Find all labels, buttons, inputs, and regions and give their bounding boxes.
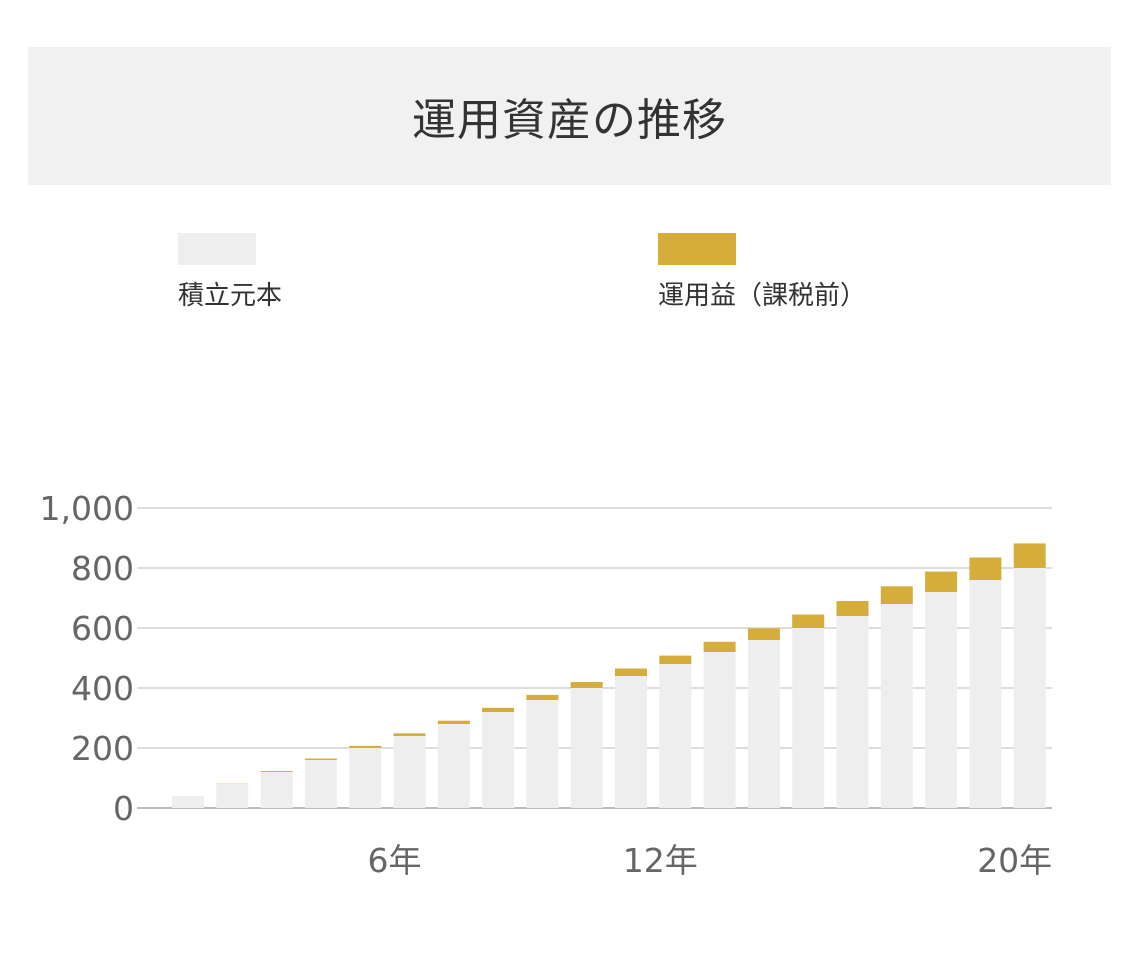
bar-profit-7 — [437, 720, 470, 724]
bar-principal-15 — [792, 628, 825, 808]
bar-principal-6 — [393, 736, 426, 808]
bar-principal-2 — [216, 784, 249, 808]
bar-principal-12 — [659, 664, 692, 808]
bar-profit-14 — [747, 628, 780, 640]
y-tick-label: 400 — [71, 669, 134, 708]
bar-principal-14 — [747, 640, 780, 808]
legend-swatch-principal — [178, 233, 256, 265]
bar-principal-10 — [570, 688, 603, 808]
bar-principal-13 — [703, 652, 736, 808]
bar-profit-20 — [1013, 543, 1046, 568]
bar-principal-19 — [969, 580, 1002, 808]
bar-principal-8 — [482, 712, 515, 808]
bar-principal-17 — [880, 604, 913, 808]
bar-profit-16 — [836, 601, 869, 616]
bar-profit-8 — [482, 707, 515, 712]
chart-title: 運用資産の推移 — [412, 95, 727, 146]
bar-profit-5 — [349, 745, 382, 748]
y-tick-label: 200 — [71, 729, 134, 768]
legend-label-principal: 積立元本 — [178, 281, 283, 311]
bar-principal-9 — [526, 700, 559, 808]
bar-profit-6 — [393, 733, 426, 736]
chart-header: 運用資産の推移 — [28, 47, 1111, 185]
bar-principal-3 — [260, 772, 293, 808]
bar-principal-16 — [836, 616, 869, 808]
legend-swatch-profit — [658, 233, 736, 265]
bar-principal-11 — [615, 676, 647, 808]
bar-profit-11 — [615, 668, 647, 676]
y-tick-label: 1,000 — [40, 489, 134, 528]
bar-principal-4 — [304, 760, 337, 808]
bar-principal-18 — [925, 592, 958, 808]
bar-principal-5 — [349, 748, 382, 808]
bar-profit-19 — [969, 557, 1002, 580]
bar-profit-9 — [526, 694, 559, 700]
x-tick-label: 6年 — [368, 841, 422, 880]
y-tick-label: 800 — [71, 549, 134, 588]
y-tick-label: 600 — [71, 609, 134, 648]
legend-label-profit: 運用益（課税前） — [658, 281, 867, 311]
bar-profit-15 — [792, 614, 825, 628]
legend-item-principal: 積立元本 — [178, 233, 282, 312]
bar-profit-17 — [880, 586, 913, 604]
y-tick-label: 0 — [113, 789, 134, 828]
bar-principal-1 — [172, 796, 204, 808]
x-tick-label: 20年 — [977, 841, 1052, 880]
bar-profit-10 — [570, 682, 603, 688]
legend-item-profit: 運用益（課税前） — [658, 233, 866, 312]
bar-principal-20 — [1013, 568, 1046, 808]
bar-profit-3 — [260, 771, 293, 772]
bar-profit-12 — [659, 655, 692, 664]
bar-profit-13 — [703, 641, 736, 652]
bar-profit-18 — [925, 571, 958, 592]
x-tick-label: 12年 — [623, 841, 698, 880]
bar-profit-4 — [304, 758, 337, 760]
bar-principal-7 — [437, 724, 470, 808]
